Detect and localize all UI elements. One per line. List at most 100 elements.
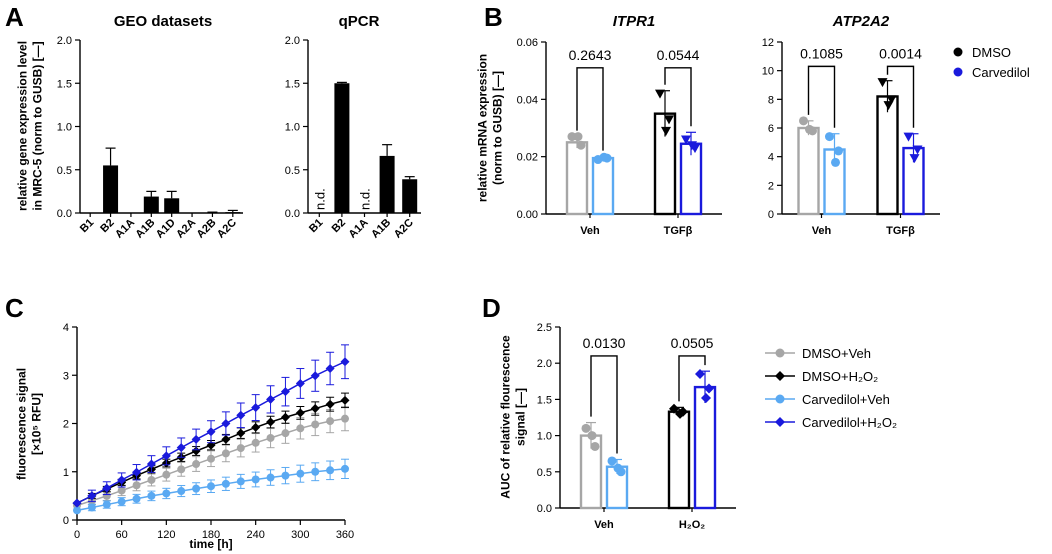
timecourse-y-title-2: [×10⁵ RFU] — [30, 393, 44, 455]
legend-d-marker-0 — [775, 348, 785, 358]
atp2a2-y-tick-label: 2 — [768, 180, 774, 192]
geo-y-title-1: relative gene expression level — [16, 41, 30, 211]
qpcr-bar-a1b — [379, 155, 395, 213]
atp2a2-point-1-1-1 — [912, 145, 923, 155]
itpr1-point-0-1-0 — [655, 89, 665, 99]
timecourse-point-1-14 — [280, 412, 290, 422]
itpr1-bar-dmso-0 — [565, 141, 589, 216]
auc-point-0-0-2 — [587, 431, 597, 441]
atp2a2-point-1-1-2 — [909, 154, 920, 164]
itpr1-y-title-2: (norm to GUSB) [—] — [491, 71, 505, 185]
atp2a2-y-tick-label: 4 — [768, 152, 774, 164]
timecourse-point-0-4 — [132, 481, 141, 490]
atp2a2-y-tick-label: 12 — [762, 37, 774, 49]
qpcr-x-label-a1b: A1B — [369, 217, 393, 241]
atp2a2-x-label-0: Veh — [812, 225, 832, 237]
timecourse-point-2-6 — [162, 489, 171, 498]
qpcr-y-tick-label: 0.0 — [285, 208, 300, 220]
geo-x-label-a2b: A2B — [195, 217, 219, 241]
qpcr-y-tick-label: 2.0 — [285, 35, 300, 47]
timecourse-point-3-4 — [132, 467, 142, 477]
timecourse-point-0-16 — [311, 420, 320, 429]
auc-point-0-0-0 — [581, 423, 591, 433]
timecourse-point-3-10 — [221, 419, 231, 428]
atp2a2-p-value-1: 0.0014 — [879, 45, 922, 61]
itpr1-point-0-1-1 — [664, 115, 674, 125]
auc-x-label-0: Veh — [594, 519, 614, 531]
itpr1-significance-bracket-0 — [576, 67, 604, 151]
timecourse-point-2-15 — [296, 469, 305, 478]
timecourse-point-2-11 — [236, 477, 245, 486]
auc-point-1-1-0 — [695, 369, 705, 380]
timecourse-point-1-13 — [266, 417, 276, 427]
timecourse-point-2-9 — [207, 482, 215, 491]
atp2a2-point-1-0-1 — [834, 146, 843, 156]
auc-y-tick-label: 2.0 — [537, 358, 552, 370]
itpr1-y-tick-label: 0.02 — [517, 152, 538, 164]
itpr1-significance-bracket-1 — [664, 67, 692, 127]
legend-d-label-0: DMSO+Veh — [802, 346, 871, 361]
timecourse-point-0-6 — [162, 470, 171, 479]
timecourse-point-3-18 — [340, 357, 350, 367]
legend-d-marker-3 — [775, 417, 785, 427]
timecourse-point-2-8 — [192, 484, 201, 493]
timecourse-point-3-0 — [72, 498, 82, 508]
auc-point-0-1-2 — [675, 408, 685, 419]
auc-y-tick-label: 0.0 — [537, 503, 552, 515]
timecourse-point-2-16 — [311, 467, 320, 476]
itpr1-p-value-0: 0.2643 — [569, 47, 612, 63]
auc-significance-bracket-0 — [590, 355, 618, 454]
timecourse-point-3-11 — [236, 410, 246, 420]
itpr1-point-0-0-1 — [576, 140, 586, 150]
atp2a2-point-1-0-2 — [831, 157, 840, 167]
auc-p-value-0: 0.0130 — [583, 335, 626, 351]
atp2a2-point-0-1-1 — [886, 95, 897, 105]
timecourse-point-0-8 — [192, 460, 201, 469]
timecourse-y-tick-label: 4 — [63, 322, 69, 334]
timecourse-point-3-3 — [117, 475, 127, 485]
timecourse-point-3-15 — [295, 378, 305, 388]
qpcr-nd-label-a1a: n.d. — [358, 188, 373, 210]
qpcr-y-tick-label: 1.5 — [285, 78, 300, 90]
timecourse-point-1-12 — [251, 422, 261, 432]
timecourse-x-tick-label: 120 — [157, 529, 175, 541]
timecourse-point-2-10 — [221, 479, 230, 488]
qpcr-x-label-a1a: A1A — [347, 217, 371, 241]
timecourse-point-2-1 — [87, 503, 96, 512]
timecourse-point-0-9 — [207, 454, 215, 463]
timecourse-point-0-5 — [147, 475, 156, 484]
itpr1-y-tick-label: 0.04 — [517, 94, 538, 106]
timecourse-point-2-0 — [73, 506, 81, 515]
timecourse-point-3-13 — [266, 394, 276, 404]
timecourse-point-2-18 — [341, 464, 349, 473]
geo-title: GEO datasets — [114, 13, 212, 30]
auc-point-0-1-0 — [669, 403, 679, 414]
auc-y-tick-label: 0.5 — [537, 467, 552, 479]
timecourse-point-3-17 — [325, 363, 335, 373]
atp2a2-y-tick-label: 0 — [768, 209, 774, 221]
atp2a2-y-tick-label: 8 — [768, 94, 774, 106]
timecourse-point-0-13 — [266, 433, 275, 442]
timecourse-point-0-2 — [102, 491, 111, 500]
auc-y-tick-label: 1.0 — [537, 431, 552, 443]
atp2a2-bar-dmso-1 — [876, 95, 899, 216]
timecourse-point-3-16 — [310, 371, 320, 381]
geo-x-label-a1b: A1B — [133, 217, 157, 241]
panel-letter-c: C — [5, 293, 24, 323]
itpr1-point-0-0-2 — [573, 132, 583, 142]
timecourse-point-2-13 — [266, 473, 275, 482]
timecourse-x-tick-label: 0 — [74, 529, 80, 541]
auc-y-title-1: AUC of relative flourescence — [499, 335, 513, 499]
timecourse-point-3-12 — [251, 403, 261, 413]
legend-b-marker-1 — [953, 67, 963, 77]
auc-point-1-1-1 — [704, 383, 714, 394]
timecourse-y-title-1: fluorescence signal — [15, 368, 29, 480]
auc-y-title-2: signal [—] — [514, 388, 528, 446]
geo-y-tick-label: 1.5 — [57, 78, 72, 90]
geo-bar-a1d — [164, 198, 180, 213]
auc-y-tick-label: 2.5 — [537, 322, 552, 334]
timecourse-point-0-3 — [117, 486, 126, 495]
timecourse-x-tick-label: 360 — [336, 529, 354, 541]
auc-point-0-0-1 — [590, 441, 600, 451]
